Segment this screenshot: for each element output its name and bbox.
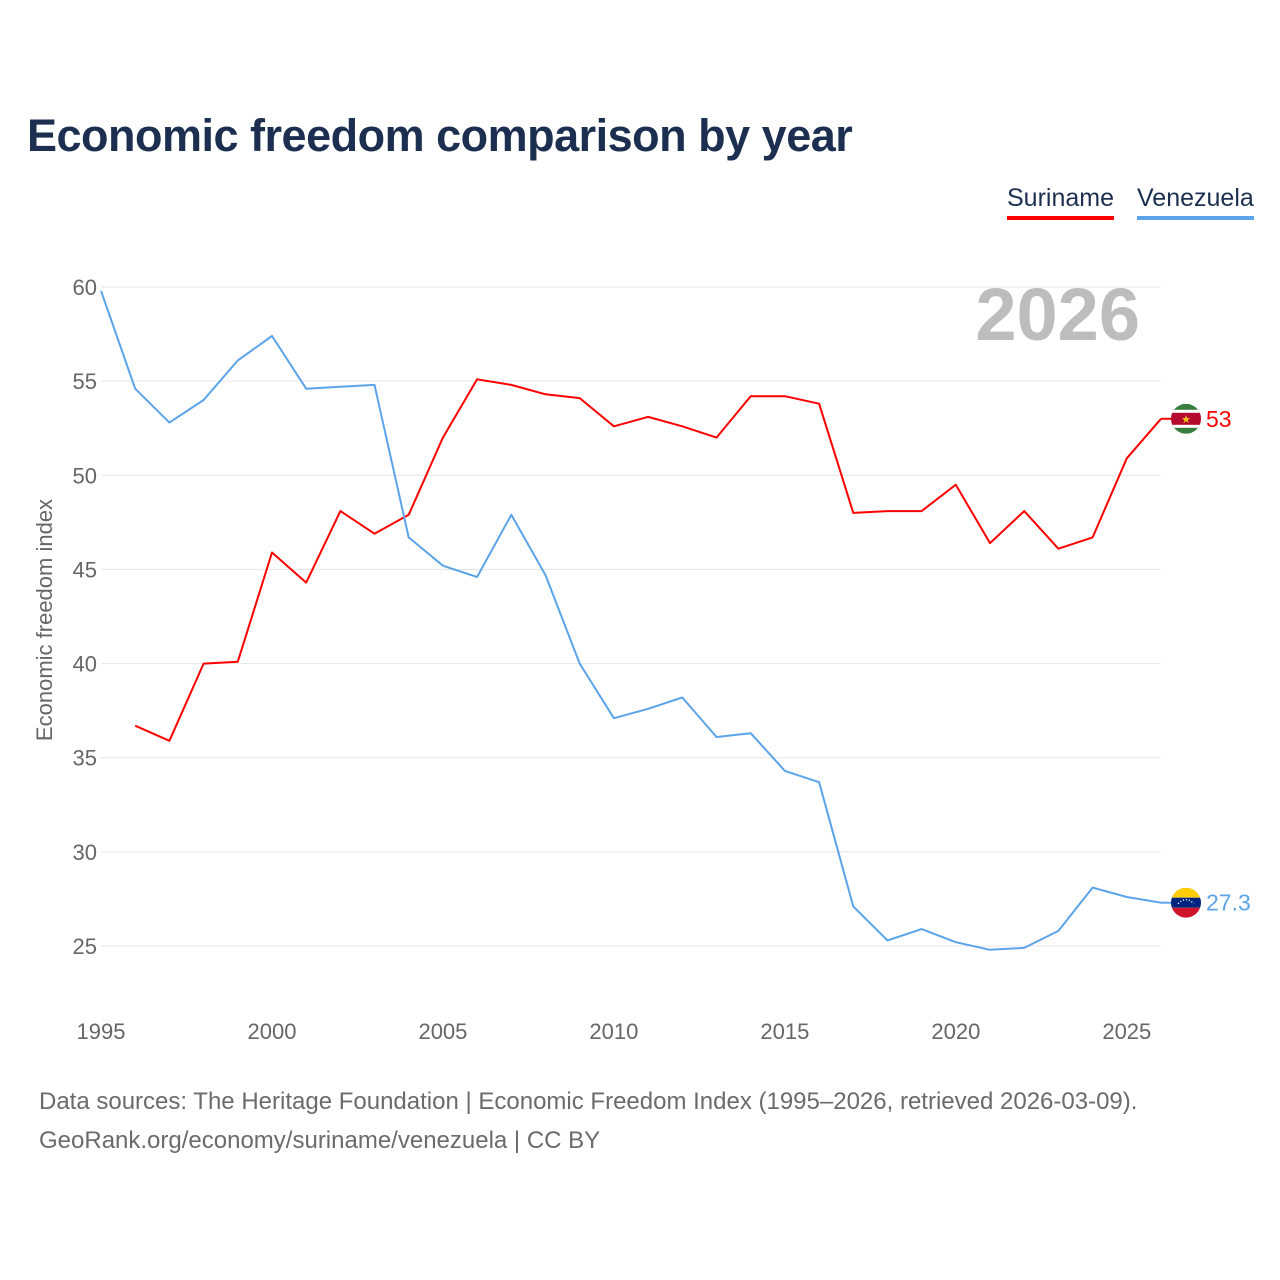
- x-tick-label: 2025: [1102, 1019, 1151, 1044]
- x-tick-label: 2010: [589, 1019, 638, 1044]
- end-value-label-suriname: 53: [1206, 406, 1232, 432]
- legend-venezuela[interactable]: Venezuela: [1137, 184, 1254, 220]
- y-tick-label: 55: [73, 369, 97, 394]
- y-tick-label: 30: [73, 840, 97, 865]
- venezuela-flag-icon: [1171, 887, 1201, 918]
- footer-sources: Data sources: The Heritage Foundation | …: [39, 1088, 1138, 1115]
- series-line-venezuela: [100, 290, 1162, 951]
- svg-text:★: ★: [1181, 414, 1191, 426]
- x-tick-label: 2005: [418, 1019, 467, 1044]
- y-tick-label: 40: [73, 652, 97, 677]
- y-tick-label: 35: [73, 746, 97, 771]
- x-tick-label: 2015: [760, 1019, 809, 1044]
- y-axis-label: Economic freedom index: [32, 499, 57, 741]
- year-watermark: 2026: [975, 273, 1140, 356]
- x-tick-label: 2020: [931, 1019, 980, 1044]
- y-tick-label: 25: [73, 934, 97, 959]
- series-line-suriname: [134, 378, 1162, 742]
- legend-suriname[interactable]: Suriname: [1007, 184, 1114, 220]
- x-tick-label: 1995: [77, 1019, 126, 1044]
- suriname-flag-icon: ★: [1171, 403, 1201, 434]
- y-tick-label: 50: [73, 463, 97, 488]
- y-tick-label: 60: [73, 275, 97, 300]
- footer-credit: GeoRank.org/economy/suriname/venezuela |…: [39, 1127, 601, 1154]
- chart-title: Economic freedom comparison by year: [27, 110, 853, 161]
- y-tick-label: 45: [73, 557, 97, 582]
- end-value-label-venezuela: 27.3: [1206, 890, 1251, 916]
- x-tick-label: 2000: [247, 1019, 296, 1044]
